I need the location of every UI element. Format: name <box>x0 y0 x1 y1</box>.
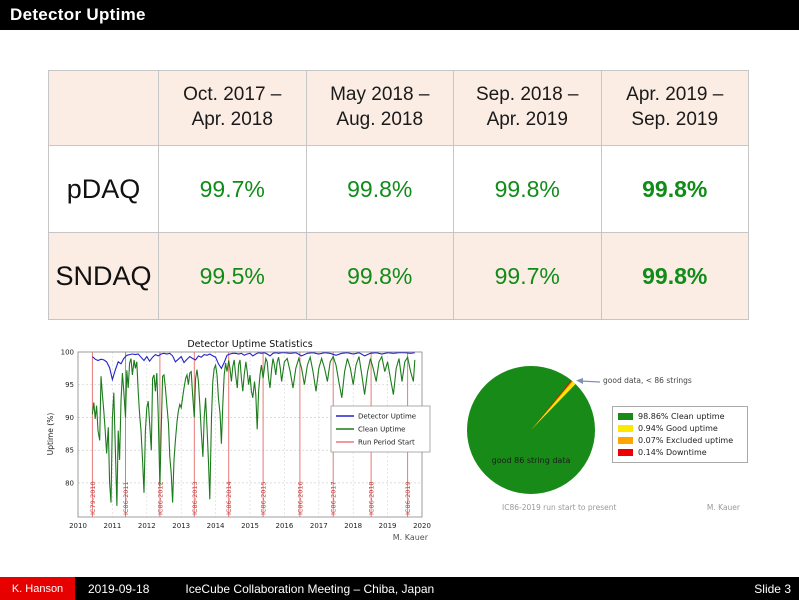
pie-legend-item: 0.94% Good uptime <box>618 423 742 434</box>
y-tick-label: 85 <box>65 447 74 455</box>
pie-legend-swatch <box>618 413 633 420</box>
x-tick-label: 2015 <box>241 522 259 530</box>
run-period-label: IC86-2019 <box>404 481 412 515</box>
uptime-table: Oct. 2017 – Apr. 2018 May 2018 – Aug. 201… <box>48 70 749 320</box>
pie-legend-item: 98.86% Clean uptime <box>618 411 742 422</box>
y-tick-label: 80 <box>65 479 74 487</box>
table-col-header: Sep. 2018 – Apr. 2019 <box>454 71 602 146</box>
line-chart-svg: IC79-2010 IC86-2011 IC86-2012 IC86-2013 IC86… <box>46 339 431 542</box>
table-col-header: Apr. 2019 – Sep. 2019 <box>601 71 749 146</box>
pie-slice-excluded-uptime <box>531 380 573 430</box>
slide-footer: K. Hanson 2019-09-18 IceCube Collaborati… <box>0 577 799 600</box>
run-period-label: IC86-2018 <box>368 481 376 515</box>
run-period-label: IC86-2011 <box>122 481 130 515</box>
x-tick-label: 2016 <box>275 522 293 530</box>
annotation-arrowhead-icon <box>576 378 583 384</box>
table-col-header: Oct. 2017 – Apr. 2018 <box>159 71 307 146</box>
pie-annotation: good data, < 86 strings <box>603 376 692 385</box>
y-axis-label: Uptime (%) <box>46 413 55 456</box>
footer-meeting: IceCube Collaboration Meeting – Chiba, J… <box>185 581 435 596</box>
table-value-cell: 99.8% <box>454 146 602 233</box>
series-clean-uptime <box>91 354 416 506</box>
footer-author: K. Hanson <box>0 577 75 600</box>
table-corner-cell <box>49 71 159 146</box>
x-tick-label: 2018 <box>344 522 362 530</box>
uptime-line-chart: IC79-2010 IC86-2011 IC86-2012 IC86-2013 IC86… <box>45 336 433 548</box>
pie-caption: IC86-2019 run start to present <box>502 503 617 512</box>
pie-inner-label: good 86 string data <box>492 456 571 465</box>
pie-legend-label: 0.07% Excluded uptime <box>638 436 734 445</box>
pie-legend-swatch <box>618 437 633 444</box>
pie-legend-swatch <box>618 425 633 432</box>
x-tick-label: 2019 <box>379 522 397 530</box>
x-tick-label: 2014 <box>207 522 225 530</box>
legend-label: Run Period Start <box>358 439 415 447</box>
annotation-arrow <box>579 380 601 383</box>
table-value-cell: 99.8% <box>306 233 454 320</box>
run-period-label: IC79-2010 <box>89 481 97 515</box>
x-tick-label: 2017 <box>310 522 328 530</box>
run-period-label: IC86-2015 <box>260 481 268 515</box>
run-period-label: IC86-2014 <box>225 481 233 515</box>
pie-legend-swatch <box>618 449 633 456</box>
table-value-cell: 99.7% <box>454 233 602 320</box>
run-period-label: IC86-2013 <box>191 481 199 515</box>
footer-slide-number: Slide 3 <box>754 581 791 596</box>
pie-legend-label: 0.94% Good uptime <box>638 424 718 433</box>
footer-date: 2019-09-18 <box>88 581 150 596</box>
page-title: Detector Uptime <box>10 5 146 24</box>
pie-legend-item: 0.07% Excluded uptime <box>618 435 742 446</box>
x-tick-label: 2013 <box>172 522 190 530</box>
y-tick-label: 100 <box>61 349 74 357</box>
legend-label: Detector Uptime <box>358 413 416 421</box>
legend-label: Clean Uptime <box>358 426 405 434</box>
x-tick-label: 2011 <box>103 522 121 530</box>
pie-credit-label: M. Kauer <box>706 503 740 512</box>
y-tick-label: 90 <box>65 414 74 422</box>
table-value-cell: 99.8% <box>601 233 749 320</box>
pie-legend-label: 98.86% Clean uptime <box>638 412 725 421</box>
x-tick-label: 2010 <box>69 522 87 530</box>
table-row-label: SNDAQ <box>49 233 159 320</box>
table-col-header: May 2018 – Aug. 2018 <box>306 71 454 146</box>
chart-credit-label: M. Kauer <box>393 533 429 542</box>
run-period-label: IC86-2012 <box>156 481 164 515</box>
run-period-label: IC86-2016 <box>296 481 304 515</box>
y-tick-label: 95 <box>65 381 74 389</box>
uptime-pie-chart: good 86 string data good data, < 86 stri… <box>450 345 750 520</box>
run-period-label: IC86-2017 <box>330 481 338 515</box>
pie-legend-label: 0.14% Downtime <box>638 448 707 457</box>
x-tick-label: 2020 <box>413 522 431 530</box>
table-value-cell: 99.8% <box>601 146 749 233</box>
table-row-label: pDAQ <box>49 146 159 233</box>
pie-legend: 98.86% Clean uptime 0.94% Good uptime 0.… <box>612 406 748 463</box>
series-detector-uptime <box>92 352 415 382</box>
pie-legend-item: 0.14% Downtime <box>618 447 742 458</box>
table-value-cell: 99.5% <box>159 233 307 320</box>
chart-title: Detector Uptime Statistics <box>187 339 312 350</box>
x-tick-label: 2012 <box>138 522 156 530</box>
pie-slice-downtime <box>531 380 572 430</box>
slide-title-bar: Detector Uptime <box>0 0 799 30</box>
pie-slice-good-uptime <box>531 381 576 430</box>
pie-chart-svg: good 86 string data <box>467 366 601 494</box>
table-value-cell: 99.8% <box>306 146 454 233</box>
table-value-cell: 99.7% <box>159 146 307 233</box>
